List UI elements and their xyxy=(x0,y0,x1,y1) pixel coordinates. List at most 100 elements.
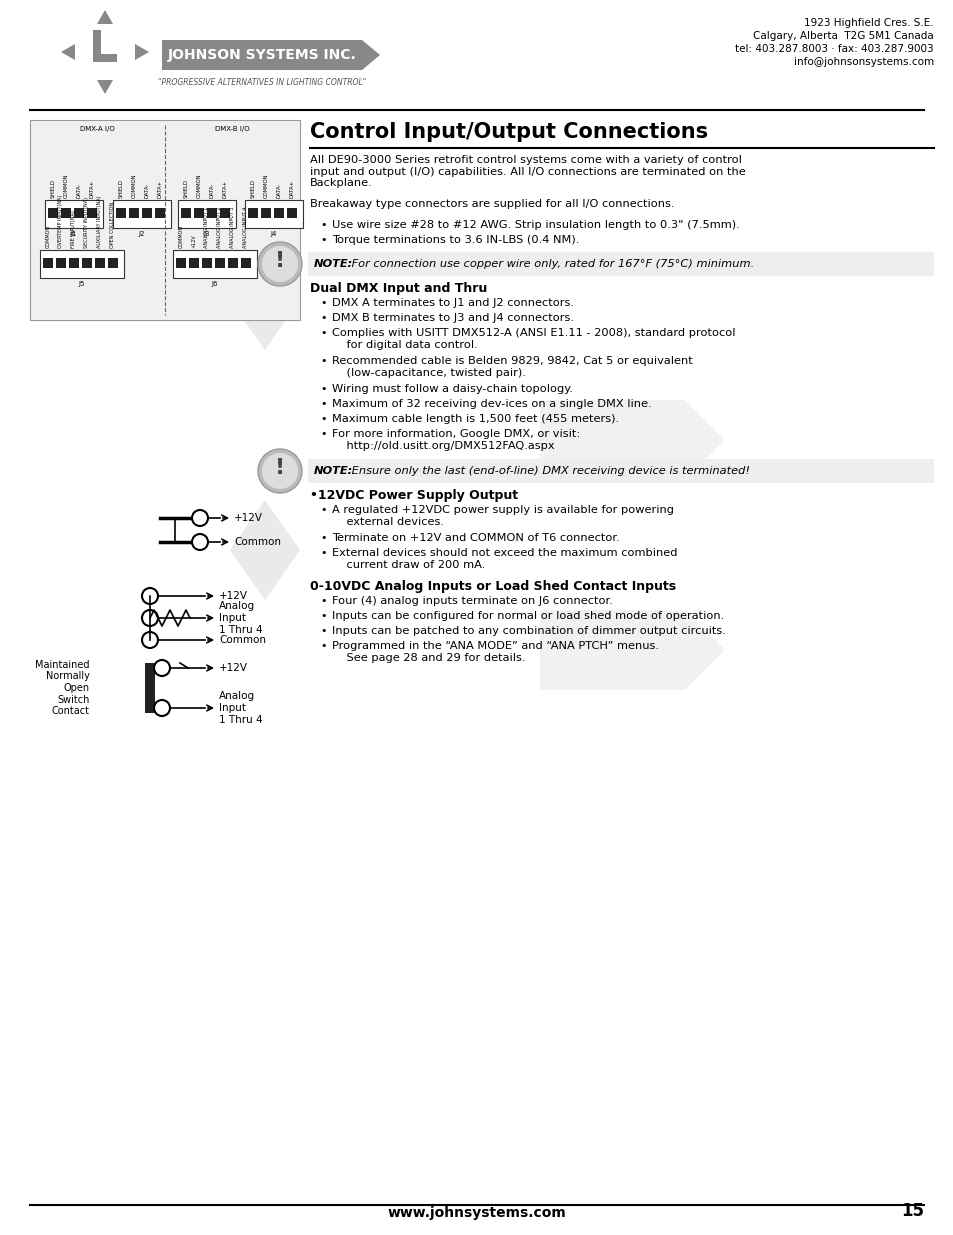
Text: •: • xyxy=(319,534,326,543)
Text: For connection use copper wire only, rated for 167°F (75°C) minimum.: For connection use copper wire only, rat… xyxy=(348,259,754,269)
Text: JOHNSON SYSTEMS INC.: JOHNSON SYSTEMS INC. xyxy=(168,48,356,62)
Polygon shape xyxy=(230,500,299,600)
Text: External devices should not exceed the maximum combined
    current draw of 200 : External devices should not exceed the m… xyxy=(332,548,677,569)
Text: ANALOG INPUT 4: ANALOG INPUT 4 xyxy=(243,206,248,248)
Text: Four (4) analog inputs terminate on J6 connector.: Four (4) analog inputs terminate on J6 c… xyxy=(332,597,612,606)
Text: •: • xyxy=(319,429,326,438)
Text: •: • xyxy=(319,626,326,636)
FancyBboxPatch shape xyxy=(108,258,118,268)
Text: Inputs can be configured for normal or load shed mode of operation.: Inputs can be configured for normal or l… xyxy=(332,611,723,621)
Text: +12V: +12V xyxy=(192,235,196,248)
Text: Wiring must follow a daisy-chain topology.: Wiring must follow a daisy-chain topolog… xyxy=(332,384,573,394)
FancyBboxPatch shape xyxy=(61,207,71,219)
Text: !: ! xyxy=(274,458,285,478)
FancyBboxPatch shape xyxy=(308,459,933,483)
FancyBboxPatch shape xyxy=(45,200,103,228)
Text: COMMON: COMMON xyxy=(46,225,51,248)
Text: •: • xyxy=(319,399,326,409)
Circle shape xyxy=(257,242,302,287)
Text: •: • xyxy=(319,312,326,324)
Text: Analog
Input
1 Thru 4: Analog Input 1 Thru 4 xyxy=(219,601,262,635)
FancyBboxPatch shape xyxy=(207,207,216,219)
FancyBboxPatch shape xyxy=(87,207,97,219)
Text: DATA+: DATA+ xyxy=(157,180,162,198)
Text: •: • xyxy=(319,384,326,394)
FancyBboxPatch shape xyxy=(245,200,303,228)
FancyBboxPatch shape xyxy=(228,258,237,268)
Text: 0-10VDC Analog Inputs or Load Shed Contact Inputs: 0-10VDC Analog Inputs or Load Shed Conta… xyxy=(310,580,676,593)
Text: DATA-: DATA- xyxy=(76,183,81,198)
FancyBboxPatch shape xyxy=(175,258,186,268)
Text: +12V: +12V xyxy=(219,663,248,673)
FancyBboxPatch shape xyxy=(189,258,199,268)
Circle shape xyxy=(257,450,302,493)
FancyBboxPatch shape xyxy=(145,663,154,713)
Text: SECURITY INPUT(NA): SECURITY INPUT(NA) xyxy=(85,198,90,248)
Polygon shape xyxy=(539,400,724,480)
Text: Maximum of 32 receiving dev-ices on a single DMX line.: Maximum of 32 receiving dev-ices on a si… xyxy=(332,399,651,409)
Text: •: • xyxy=(319,414,326,424)
Text: OPEN COLLECTION: OPEN COLLECTION xyxy=(111,201,115,248)
Text: •: • xyxy=(319,235,326,245)
Text: J1: J1 xyxy=(71,231,77,237)
Text: A regulated +12VDC power supply is available for powering
    external devices.: A regulated +12VDC power supply is avail… xyxy=(332,505,673,526)
Text: SHIELD: SHIELD xyxy=(51,179,55,198)
FancyBboxPatch shape xyxy=(43,258,53,268)
FancyBboxPatch shape xyxy=(220,207,230,219)
Text: ANALOG INPUT 3: ANALOG INPUT 3 xyxy=(231,206,235,248)
Text: DATA+: DATA+ xyxy=(222,180,227,198)
Text: •: • xyxy=(319,597,326,606)
Circle shape xyxy=(192,534,208,550)
FancyBboxPatch shape xyxy=(241,258,251,268)
Circle shape xyxy=(142,632,158,648)
Text: Calgary, Alberta  T2G 5M1 Canada: Calgary, Alberta T2G 5M1 Canada xyxy=(753,31,933,41)
Text: DATA-: DATA- xyxy=(276,183,281,198)
Text: 1923 Highfield Cres. S.E.: 1923 Highfield Cres. S.E. xyxy=(803,19,933,28)
Polygon shape xyxy=(361,40,379,70)
Text: Dual DMX Input and Thru: Dual DMX Input and Thru xyxy=(310,282,487,295)
Text: DATA-: DATA- xyxy=(210,183,214,198)
Text: Use wire size #28 to #12 AWG. Strip insulation length to 0.3" (7.5mm).: Use wire size #28 to #12 AWG. Strip insu… xyxy=(332,220,739,230)
Text: J4: J4 xyxy=(271,231,277,237)
Text: All DE90-3000 Series retrofit control systems come with a variety of control
inp: All DE90-3000 Series retrofit control sy… xyxy=(310,156,745,188)
Polygon shape xyxy=(539,610,724,690)
Text: DATA+: DATA+ xyxy=(289,180,294,198)
Text: DATA+: DATA+ xyxy=(90,180,94,198)
Text: Terminate on +12V and COMMON of T6 connector.: Terminate on +12V and COMMON of T6 conne… xyxy=(332,534,619,543)
Polygon shape xyxy=(230,249,299,350)
Text: Breakaway type connectors are supplied for all I/O connections.: Breakaway type connectors are supplied f… xyxy=(310,199,674,209)
Polygon shape xyxy=(135,44,149,61)
Text: J6: J6 xyxy=(212,282,218,287)
Text: For more information, Google DMX, or visit:
    http://old.usitt.org/DMX512FAQ.a: For more information, Google DMX, or vis… xyxy=(332,429,579,451)
Circle shape xyxy=(142,588,158,604)
Polygon shape xyxy=(92,30,117,62)
FancyBboxPatch shape xyxy=(193,207,204,219)
FancyBboxPatch shape xyxy=(162,40,361,70)
FancyBboxPatch shape xyxy=(116,207,126,219)
FancyBboxPatch shape xyxy=(142,207,152,219)
Text: Ensure only the last (end-of-line) DMX receiving device is terminated!: Ensure only the last (end-of-line) DMX r… xyxy=(348,466,749,475)
FancyBboxPatch shape xyxy=(202,258,212,268)
FancyBboxPatch shape xyxy=(82,258,91,268)
Text: COMMON: COMMON xyxy=(196,173,201,198)
Text: Maintained
Normally
Open
Switch
Contact: Maintained Normally Open Switch Contact xyxy=(35,659,90,716)
Text: FIRE INPUT(NA): FIRE INPUT(NA) xyxy=(71,210,76,248)
Text: Maximum cable length is 1,500 feet (455 meters).: Maximum cable length is 1,500 feet (455 … xyxy=(332,414,618,424)
Text: DMX-B I/O: DMX-B I/O xyxy=(214,126,249,132)
FancyBboxPatch shape xyxy=(261,207,271,219)
Text: Common: Common xyxy=(233,537,281,547)
FancyBboxPatch shape xyxy=(40,249,124,278)
Text: •: • xyxy=(319,356,326,366)
Circle shape xyxy=(142,610,158,626)
Text: www.johnsystems.com: www.johnsystems.com xyxy=(387,1207,566,1220)
FancyBboxPatch shape xyxy=(129,207,139,219)
Text: Analog
Input
1 Thru 4: Analog Input 1 Thru 4 xyxy=(219,692,262,725)
FancyBboxPatch shape xyxy=(172,249,256,278)
Text: COMMON: COMMON xyxy=(263,173,268,198)
FancyBboxPatch shape xyxy=(274,207,284,219)
Text: Recommended cable is Belden 9829, 9842, Cat 5 or equivalent
    (low-capacitance: Recommended cable is Belden 9829, 9842, … xyxy=(332,356,692,378)
Text: •12VDC Power Supply Output: •12VDC Power Supply Output xyxy=(310,489,517,501)
Text: •: • xyxy=(319,611,326,621)
Text: info@johnsonsystems.com: info@johnsonsystems.com xyxy=(793,57,933,67)
Text: AUXILIARY INPUT(NA): AUXILIARY INPUT(NA) xyxy=(97,195,102,248)
